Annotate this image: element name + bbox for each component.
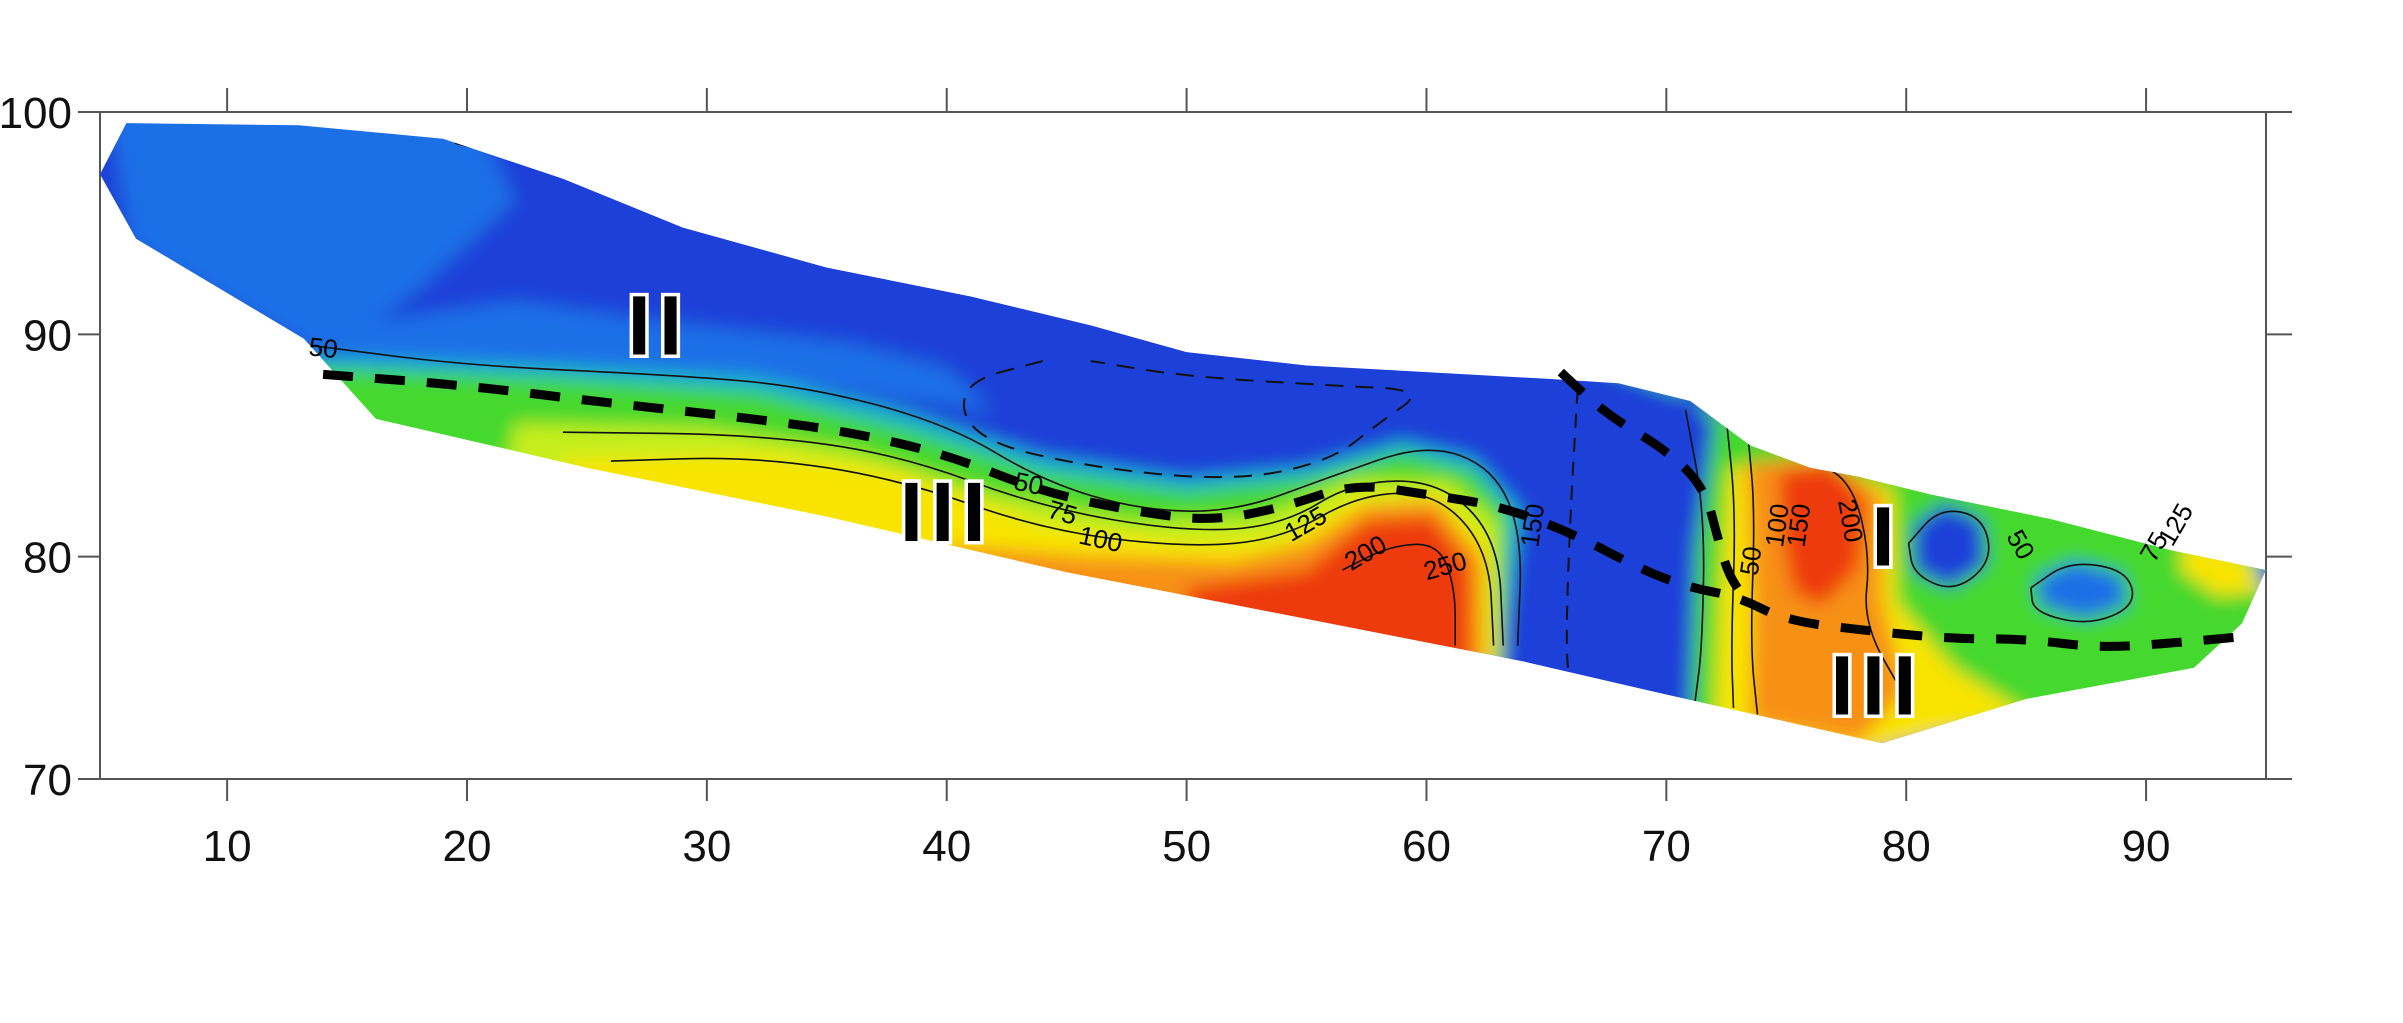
- y-tick-label-90: 90: [23, 311, 72, 360]
- contour-150-right: [1747, 434, 1759, 715]
- region-red-right: [1779, 463, 1866, 606]
- region-mid-blue-upper: [107, 123, 515, 357]
- region-blue-far-right-edge: [2256, 552, 2266, 590]
- zone-label-0: II: [628, 278, 691, 372]
- contour-dashed-blue: [962, 360, 1412, 479]
- region-blue-pocket-2: [2035, 561, 2127, 619]
- region-blue-pocket-1: [1913, 503, 1986, 588]
- y-tick-label-80: 80: [23, 534, 72, 583]
- x-tick-label-30: 30: [682, 822, 731, 871]
- contour-50-left: [310, 344, 1522, 646]
- contour-50-pocket: [1907, 510, 1990, 588]
- contour-label-7: 150: [1514, 502, 1550, 549]
- y-axis-ticks: 70 80 90 100: [0, 89, 2292, 805]
- x-tick-label-80: 80: [1882, 822, 1931, 871]
- contour-label-0: 50: [307, 331, 339, 364]
- zone-label-1: III: [900, 465, 994, 559]
- heatmap-colour-layers: [100, 123, 2266, 744]
- zone-label-2: I: [1871, 490, 1902, 584]
- boundary-line-1: [322, 369, 2243, 651]
- plot-border: [99, 111, 2267, 780]
- contour-dashed-column: [1565, 389, 1579, 691]
- contour-label-11: 200: [1832, 497, 1869, 545]
- x-tick-label-60: 60: [1402, 822, 1451, 871]
- region-mid-blue-left: [323, 301, 995, 413]
- contour-75-left: [562, 431, 1504, 646]
- contour-250-left: [1342, 543, 1456, 646]
- x-tick-label-20: 20: [443, 822, 492, 871]
- contour-label-8: 50: [1734, 544, 1768, 577]
- contour-50-right: [1684, 409, 1705, 702]
- boundary-line-2: [1557, 368, 1747, 600]
- x-tick-label-50: 50: [1162, 822, 1211, 871]
- zone-label-3: III: [1830, 639, 1924, 733]
- interpreted-boundaries: [322, 368, 2243, 651]
- x-tick-label-90: 90: [2122, 822, 2171, 871]
- plot-frame: [99, 111, 2267, 780]
- contour-label-10: 150: [1781, 502, 1817, 549]
- heatmap-field: [100, 123, 2266, 744]
- x-tick-label-10: 10: [203, 822, 252, 871]
- y-tick-label-100: 100: [0, 89, 72, 138]
- x-tick-label-70: 70: [1642, 822, 1691, 871]
- y-tick-label-70: 70: [23, 756, 72, 805]
- x-axis-ticks: 10 20 30 40 50 60 70 80 90: [203, 88, 2171, 871]
- x-tick-label-40: 40: [922, 822, 971, 871]
- contour-75-pocket: [2030, 563, 2134, 623]
- contour-label-9: 100: [1759, 502, 1795, 549]
- contour-label-1: 50: [1011, 466, 1046, 501]
- contour-100-right: [1725, 418, 1736, 708]
